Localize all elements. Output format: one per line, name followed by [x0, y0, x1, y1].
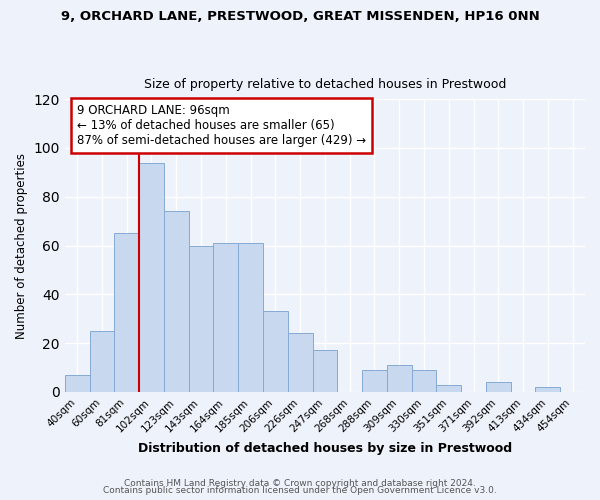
Title: Size of property relative to detached houses in Prestwood: Size of property relative to detached ho…: [144, 78, 506, 91]
Bar: [89, 331, 115, 392]
Bar: [387, 365, 412, 392]
Text: Contains HM Land Registry data © Crown copyright and database right 2024.: Contains HM Land Registry data © Crown c…: [124, 478, 476, 488]
Bar: [188, 246, 214, 392]
Bar: [238, 243, 263, 392]
Text: 9 ORCHARD LANE: 96sqm
← 13% of detached houses are smaller (65)
87% of semi-deta: 9 ORCHARD LANE: 96sqm ← 13% of detached …: [77, 104, 367, 147]
Bar: [65, 375, 89, 392]
Bar: [486, 382, 511, 392]
Bar: [313, 350, 337, 392]
Bar: [288, 334, 313, 392]
Text: 9, ORCHARD LANE, PRESTWOOD, GREAT MISSENDEN, HP16 0NN: 9, ORCHARD LANE, PRESTWOOD, GREAT MISSEN…: [61, 10, 539, 23]
Y-axis label: Number of detached properties: Number of detached properties: [15, 152, 28, 338]
Text: Contains public sector information licensed under the Open Government Licence v3: Contains public sector information licen…: [103, 486, 497, 495]
Bar: [362, 370, 387, 392]
Bar: [535, 387, 560, 392]
Bar: [263, 312, 288, 392]
X-axis label: Distribution of detached houses by size in Prestwood: Distribution of detached houses by size …: [138, 442, 512, 455]
Bar: [412, 370, 436, 392]
Bar: [214, 243, 238, 392]
Bar: [115, 234, 139, 392]
Bar: [436, 384, 461, 392]
Bar: [139, 162, 164, 392]
Bar: [164, 212, 188, 392]
